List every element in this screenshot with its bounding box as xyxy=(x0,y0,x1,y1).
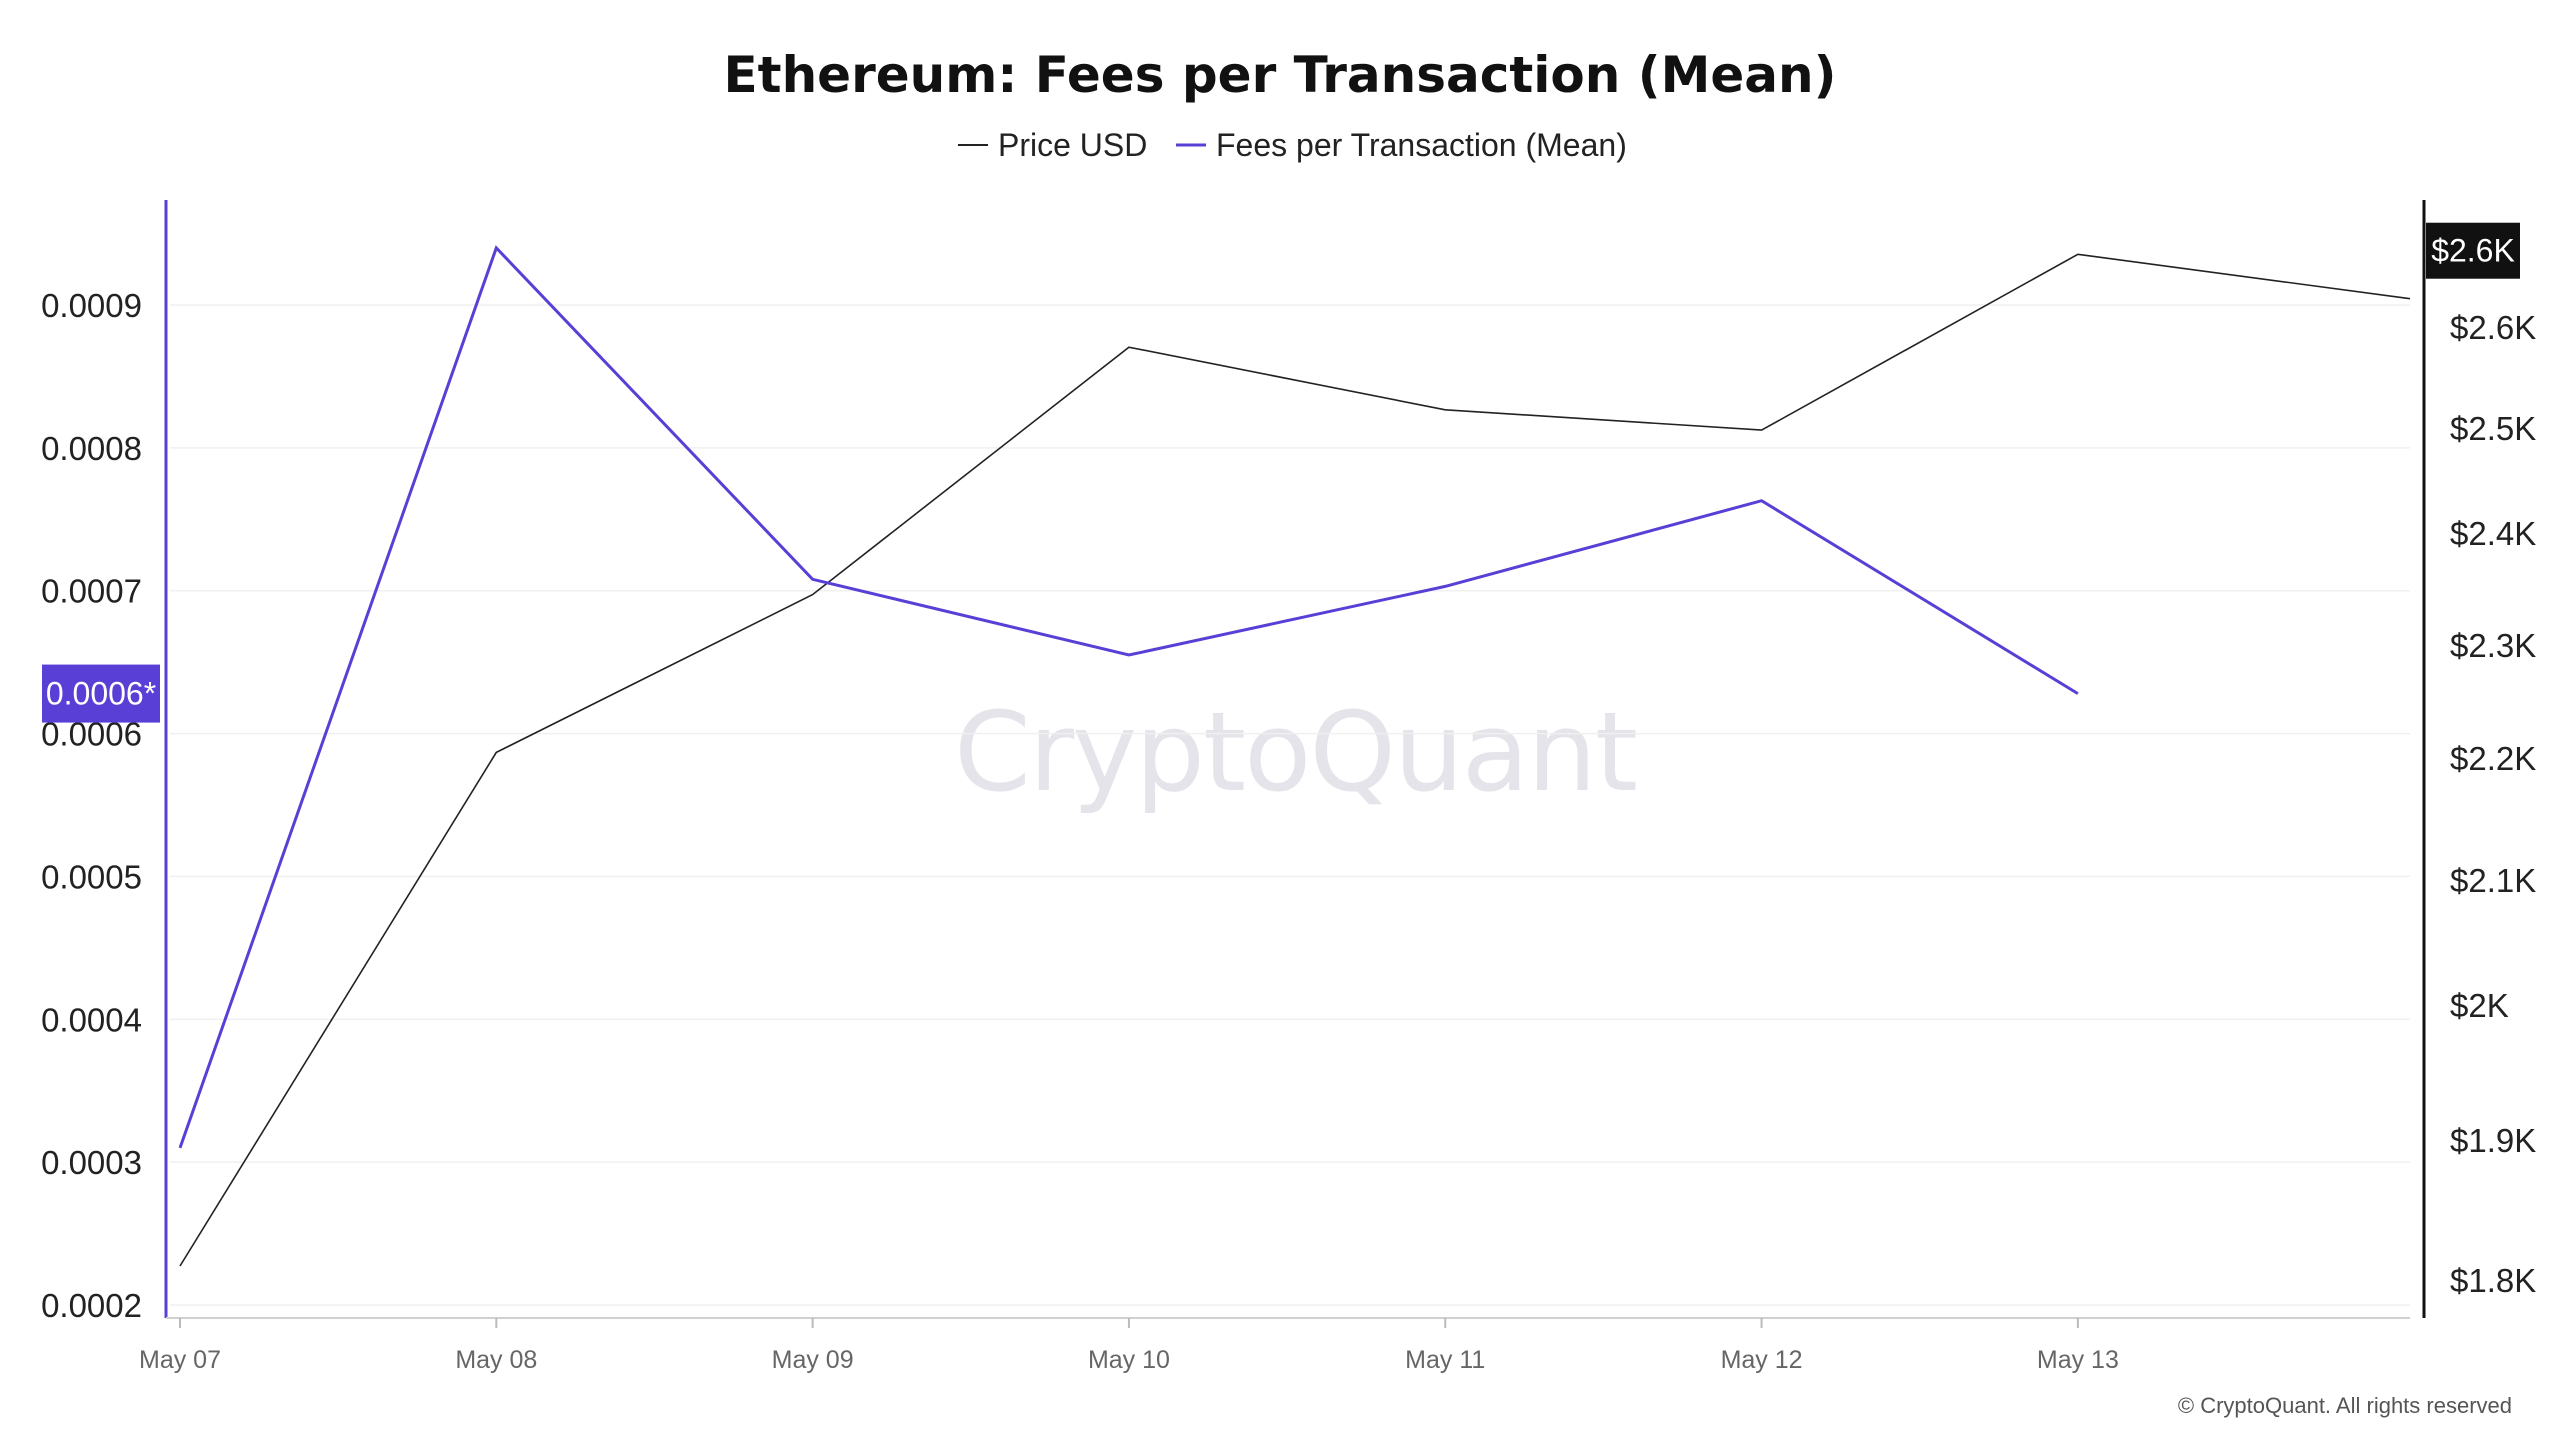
left-tick-label: 0.0005 xyxy=(41,858,142,895)
right-tick-label: $2.2K xyxy=(2450,740,2536,777)
gridlines xyxy=(170,304,2410,1306)
legend-item-fees[interactable]: Fees per Transaction (Mean) xyxy=(1176,127,1627,163)
left-tick-label: 0.0009 xyxy=(41,287,142,324)
right-tick-label: $2K xyxy=(2450,987,2509,1024)
copyright: © CryptoQuant. All rights reserved xyxy=(2178,1393,2512,1418)
right-axis-badge-box xyxy=(2426,222,2520,279)
x-tick-label: May 10 xyxy=(1088,1346,1170,1374)
right-tick-label: $2.5K xyxy=(2450,410,2536,447)
legend-label-price: Price USD xyxy=(998,127,1147,163)
legend-label-fees: Fees per Transaction (Mean) xyxy=(1216,127,1627,163)
legend: Price USD Fees per Transaction (Mean) xyxy=(958,127,1627,163)
x-tick-label: May 12 xyxy=(1721,1346,1803,1374)
x-tick-label: May 08 xyxy=(455,1346,537,1374)
left-tick-label: 0.0007 xyxy=(41,573,142,610)
left-tick-label: 0.0008 xyxy=(41,430,142,467)
left-axis-badge-label: 0.0006* xyxy=(46,676,156,712)
right-tick-label: $2.1K xyxy=(2450,862,2536,899)
left-axis-ticks: 0.00020.00030.00040.00050.00060.00070.00… xyxy=(41,287,142,1324)
chart-title: Ethereum: Fees per Transaction (Mean) xyxy=(724,46,1837,104)
right-axis-badge: $2.6K xyxy=(2426,222,2520,279)
right-tick-label: $2.4K xyxy=(2450,515,2536,552)
left-tick-label: 0.0003 xyxy=(41,1144,142,1181)
left-tick-label: 0.0004 xyxy=(41,1001,142,1038)
right-tick-label: $2.6K xyxy=(2450,309,2536,346)
right-axis-ticks: $1.8K $1.9K $2K $2.1K $2.2K $2.3K $2.4K $2.5K $2… xyxy=(2450,309,2536,1299)
right-tick-label: $1.9K xyxy=(2450,1122,2536,1159)
right-tick-label: $2.3K xyxy=(2450,627,2536,664)
right-axis-badge-label: $2.6K xyxy=(2431,233,2515,269)
left-axis-badge-box xyxy=(42,664,160,723)
x-tick-label: May 07 xyxy=(139,1346,221,1374)
x-axis-ticks: May 07 May 08 May 09 May 10 May 11 May 12 May … xyxy=(139,1318,2119,1374)
x-tick-label: May 11 xyxy=(1405,1346,1485,1374)
watermark: CryptoQuant xyxy=(954,688,1636,816)
legend-item-price[interactable]: Price USD xyxy=(958,127,1147,163)
series-line-fees[interactable] xyxy=(178,245,2079,1149)
series-line-price[interactable] xyxy=(179,253,2411,1267)
right-tick-label: $1.8K xyxy=(2450,1262,2536,1299)
left-tick-label: 0.0002 xyxy=(41,1287,142,1324)
x-tick-label: May 09 xyxy=(772,1346,854,1374)
left-axis-badge: 0.0006* xyxy=(42,664,160,723)
x-tick-label: May 13 xyxy=(2037,1346,2119,1374)
